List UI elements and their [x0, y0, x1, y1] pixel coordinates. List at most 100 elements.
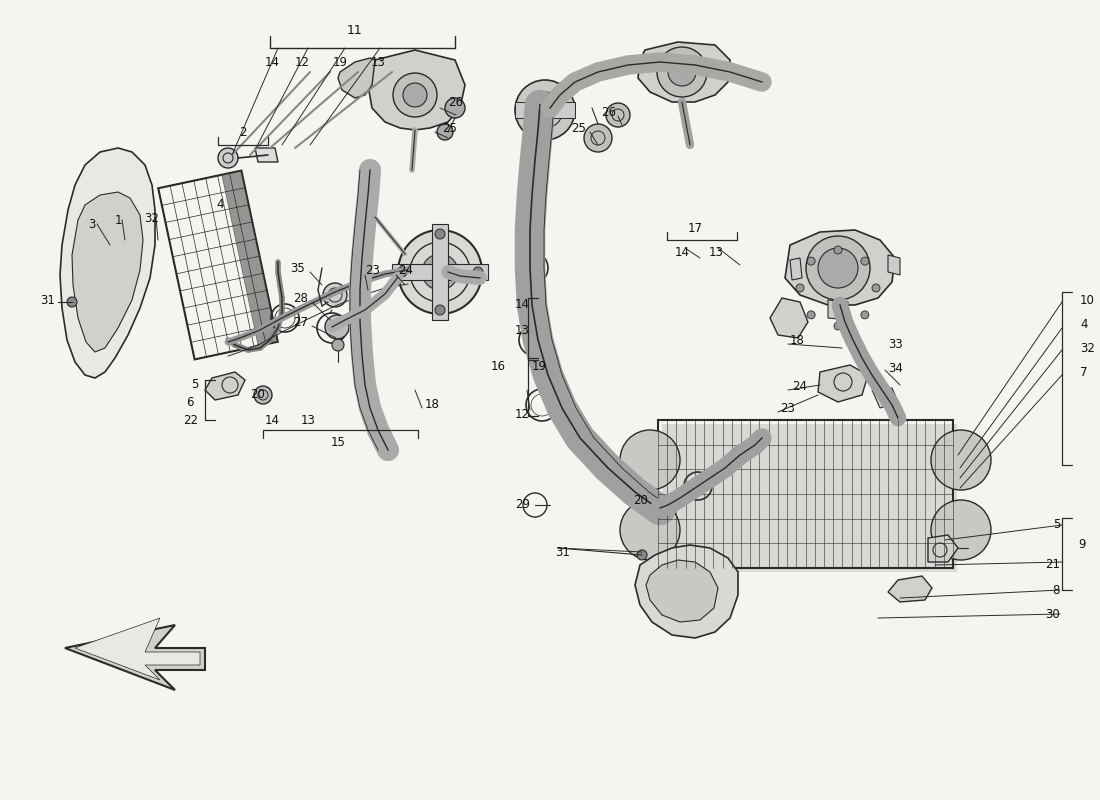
Text: 5: 5: [190, 378, 198, 391]
Circle shape: [807, 257, 815, 265]
Circle shape: [332, 339, 344, 351]
Text: 28: 28: [293, 291, 308, 305]
Text: 23: 23: [365, 263, 380, 277]
Circle shape: [422, 254, 458, 290]
Text: 18: 18: [790, 334, 805, 346]
Circle shape: [806, 236, 870, 300]
Text: 35: 35: [290, 262, 305, 274]
Text: 8: 8: [1053, 583, 1060, 597]
Text: 27: 27: [293, 315, 308, 329]
Text: 14: 14: [264, 414, 279, 426]
Polygon shape: [222, 170, 278, 346]
Polygon shape: [72, 192, 143, 352]
Circle shape: [67, 297, 77, 307]
Text: 14: 14: [674, 246, 690, 258]
Polygon shape: [60, 148, 155, 378]
Circle shape: [818, 248, 858, 288]
Text: 9: 9: [1078, 538, 1086, 551]
Text: 32: 32: [144, 211, 159, 225]
Polygon shape: [928, 535, 958, 562]
Circle shape: [254, 386, 272, 404]
Circle shape: [620, 430, 680, 490]
Circle shape: [324, 315, 349, 339]
Text: 17: 17: [688, 222, 703, 234]
Polygon shape: [770, 298, 808, 338]
Text: 34: 34: [888, 362, 903, 374]
Polygon shape: [638, 42, 730, 102]
Polygon shape: [818, 365, 868, 402]
Polygon shape: [368, 50, 465, 130]
Text: 14: 14: [264, 55, 279, 69]
Circle shape: [584, 124, 612, 152]
Circle shape: [434, 229, 446, 239]
Circle shape: [861, 311, 869, 319]
Text: 7: 7: [1080, 366, 1088, 378]
Circle shape: [434, 305, 446, 315]
Text: 20: 20: [251, 387, 265, 401]
Text: 5: 5: [1053, 518, 1060, 531]
Text: 1: 1: [114, 214, 122, 226]
Text: 15: 15: [331, 435, 345, 449]
Text: 16: 16: [491, 359, 506, 373]
Circle shape: [397, 267, 407, 277]
Circle shape: [437, 124, 453, 140]
Circle shape: [637, 550, 647, 560]
Text: 14: 14: [515, 298, 530, 311]
Circle shape: [668, 58, 696, 86]
Text: 19: 19: [532, 359, 547, 373]
Polygon shape: [635, 545, 738, 638]
Circle shape: [796, 284, 804, 292]
Circle shape: [403, 83, 427, 107]
Circle shape: [931, 430, 991, 490]
Text: 22: 22: [183, 414, 198, 426]
Text: 4: 4: [1080, 318, 1088, 331]
Circle shape: [931, 500, 991, 560]
Circle shape: [323, 283, 346, 307]
Circle shape: [218, 148, 238, 168]
Text: 33: 33: [888, 338, 903, 350]
Polygon shape: [888, 255, 900, 275]
Bar: [432, 224, 448, 320]
Circle shape: [807, 311, 815, 319]
Text: 2: 2: [240, 126, 246, 138]
Text: 25: 25: [442, 122, 456, 134]
Circle shape: [638, 490, 658, 510]
Text: 23: 23: [780, 402, 795, 414]
Text: 30: 30: [1045, 607, 1060, 621]
Circle shape: [834, 322, 842, 330]
Bar: [392, 264, 488, 280]
Text: 13: 13: [515, 323, 530, 337]
Polygon shape: [205, 372, 245, 400]
Polygon shape: [255, 148, 278, 162]
Polygon shape: [646, 560, 718, 622]
Text: 3: 3: [88, 218, 96, 230]
Text: 13: 13: [371, 55, 385, 69]
Text: 4: 4: [217, 198, 223, 211]
Text: 11: 11: [348, 23, 363, 37]
Text: 12: 12: [295, 55, 309, 69]
Text: 13: 13: [300, 414, 316, 426]
Text: 31: 31: [556, 546, 570, 558]
Polygon shape: [785, 230, 895, 305]
Text: 18: 18: [425, 398, 440, 411]
Text: 20: 20: [634, 494, 648, 506]
Text: 31: 31: [40, 294, 55, 306]
Circle shape: [398, 230, 482, 314]
Circle shape: [446, 98, 465, 118]
Circle shape: [657, 47, 707, 97]
Text: 29: 29: [515, 498, 530, 511]
Circle shape: [393, 73, 437, 117]
Text: 12: 12: [515, 409, 530, 422]
Circle shape: [620, 500, 680, 560]
Text: 10: 10: [1080, 294, 1094, 306]
Polygon shape: [828, 300, 848, 320]
Circle shape: [473, 267, 483, 277]
Circle shape: [606, 103, 630, 127]
Text: 13: 13: [708, 246, 724, 258]
Circle shape: [515, 80, 575, 140]
Circle shape: [872, 284, 880, 292]
Text: 21: 21: [1045, 558, 1060, 571]
Text: 26: 26: [448, 95, 463, 109]
Polygon shape: [790, 258, 802, 280]
Polygon shape: [515, 102, 575, 118]
